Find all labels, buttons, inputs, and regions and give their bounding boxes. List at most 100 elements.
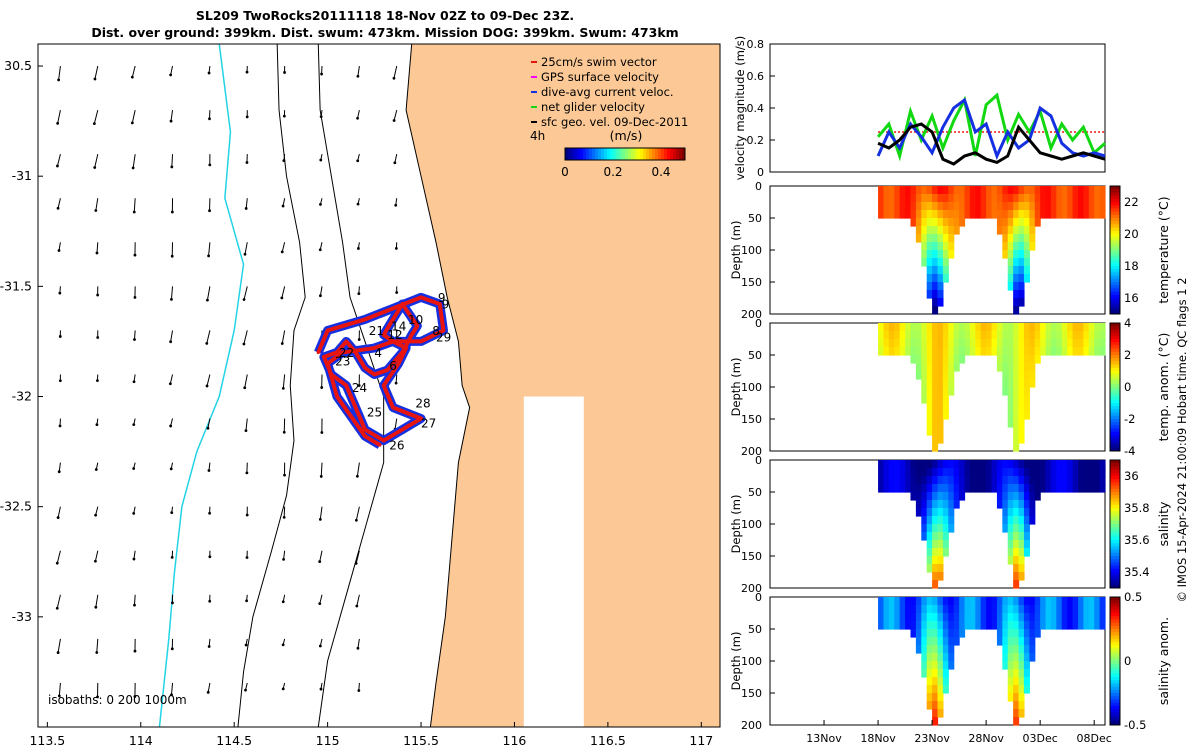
geo-vector-head [95,423,99,427]
geo-vector [394,154,398,163]
section-cell [921,653,928,662]
section-colorbar-tick-label: 20 [1124,227,1139,241]
section-colorbar-tick-label: 4 [1124,316,1131,330]
section-colorbar-tick-label: 0.5 [1124,590,1142,604]
time-xtick-label: 08Dec [1077,732,1112,745]
section-colorbar-cell [1110,412,1120,417]
section-cell [1099,468,1106,477]
geo-vector-head [244,643,248,647]
section-colorbar-cell [1110,575,1120,579]
geo-vector [207,682,211,693]
section-cell [932,274,939,283]
geo-vector-head [131,166,135,170]
geo-vector-head [58,335,62,338]
section-cell [932,186,939,195]
section-cell [915,371,922,380]
geo-vector [171,154,174,167]
section-cell [883,194,890,203]
section-cell [953,500,960,509]
section-cell [1013,435,1020,444]
geo-vector-head [244,429,248,433]
geo-vector-head [319,203,322,206]
section-cell [1094,468,1101,477]
section-cell [1013,548,1020,557]
section-cell [948,355,955,364]
section-cell [1013,218,1020,227]
colorbar-prefix: 4h [530,129,545,143]
geo-vector [56,154,61,167]
track-point [400,427,404,432]
figure-title-line1: SL209 TwoRocks20111118 18-Nov 02Z to 09-… [195,8,575,23]
section-cell [1040,605,1047,614]
section-cell [942,685,949,694]
velocity-axes [769,43,1106,173]
section-cell [996,210,1003,219]
section-cell [942,218,949,227]
section-cell [1050,476,1057,485]
section-cell [1007,669,1014,678]
section-cell [926,597,933,606]
section-cell [1013,516,1020,525]
section-cell [1018,411,1025,420]
section-cell [1045,460,1052,469]
geo-vector-head [169,340,173,344]
section-cell [1050,194,1057,203]
section-colorbar-tick-label: 36 [1124,469,1139,483]
section-cell [915,468,922,477]
section-cell [969,186,976,195]
section-cell [942,363,949,372]
track-point [438,302,442,306]
section-cell [1002,226,1009,235]
section-cell [975,597,982,606]
section-cell [964,484,971,493]
section-cell [975,202,982,211]
geo-vector-head [56,516,60,519]
section-cell [1072,476,1079,485]
section-cell [975,476,982,485]
section-cell [1023,484,1030,493]
section-cell [953,476,960,485]
section-cell [1013,508,1020,517]
geo-vector [170,110,174,122]
section-cell [986,597,993,606]
section-cell [980,484,987,493]
section-cell [969,331,976,340]
section-cell [975,484,982,493]
section-colorbar-cell [1110,670,1120,675]
section-cell [1018,661,1025,670]
section-cell [937,274,944,283]
section-cell [926,226,933,235]
section-cell [1029,371,1036,380]
section-cell [894,186,901,195]
section-cell [921,347,928,356]
section-cell [932,685,939,694]
geo-vector [58,462,61,472]
section-ytick-label: 100 [741,381,762,394]
section-cell [1083,476,1090,485]
section-cell [932,629,939,638]
section-cell [959,194,966,203]
section-colorbar-cell [1110,326,1120,330]
section-cell [926,661,933,670]
section-cell [1013,290,1020,299]
section-cell [1007,387,1014,396]
geo-vector-head [245,471,249,475]
section-cell [937,621,944,630]
section-cell [1013,564,1020,573]
geo-vector-head [318,517,322,521]
section-cell [1077,194,1084,203]
section-cell [1050,210,1057,219]
section-cell [953,202,960,211]
colorbar-cell [670,148,674,160]
section-cell [1013,379,1020,388]
section-colorbar-cell [1110,202,1120,206]
section-cell [986,331,993,340]
section-cell [1045,210,1052,219]
section-cell [1040,597,1047,606]
colorbar-cell [622,148,626,160]
track-point [397,361,401,366]
section-cell [1018,274,1025,283]
section-cell [1088,468,1095,477]
section-colorbar-cell [1110,613,1120,617]
section-cell [1007,210,1014,219]
